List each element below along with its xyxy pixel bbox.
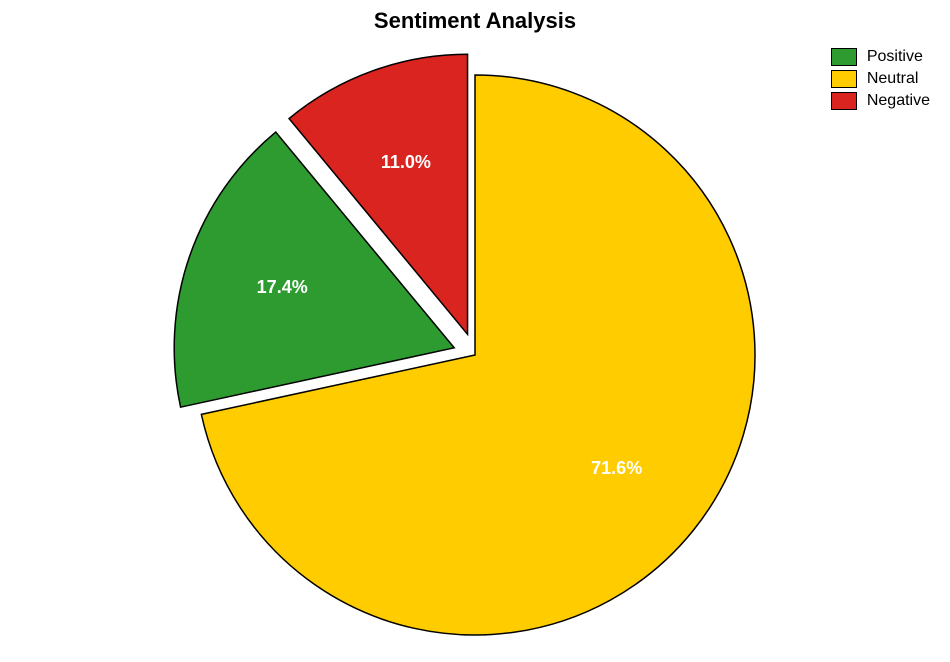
legend-item-positive: Positive (831, 48, 930, 66)
legend-item-neutral: Neutral (831, 70, 930, 88)
legend-label-neutral: Neutral (867, 70, 919, 88)
legend-swatch-positive (831, 48, 857, 66)
legend-swatch-neutral (831, 70, 857, 88)
pie-slice-label-neutral: 71.6% (591, 458, 642, 478)
legend-item-negative: Negative (831, 92, 930, 110)
pie-slice-label-negative: 11.0% (381, 152, 431, 172)
legend-label-positive: Positive (867, 48, 923, 66)
pie-svg: 71.6% 17.4% 11.0% (0, 0, 950, 662)
legend-label-negative: Negative (867, 92, 930, 110)
legend: Positive Neutral Negative (831, 48, 930, 114)
sentiment-pie-chart: Sentiment Analysis 71.6%17.4%11.0% Posit… (0, 0, 950, 662)
pie-slice-label-positive: 17.4% (257, 277, 308, 297)
legend-swatch-negative (831, 92, 857, 110)
